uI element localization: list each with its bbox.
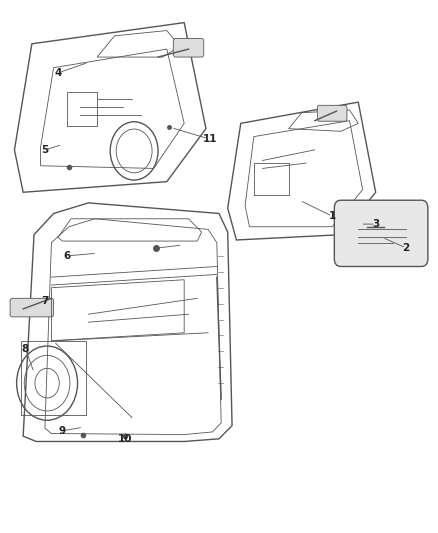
Text: 6: 6	[63, 251, 70, 261]
FancyBboxPatch shape	[173, 38, 204, 57]
Text: 11: 11	[203, 134, 218, 144]
FancyBboxPatch shape	[334, 200, 428, 266]
Text: 10: 10	[118, 434, 133, 444]
Text: 4: 4	[54, 68, 62, 78]
Text: 7: 7	[41, 296, 49, 306]
FancyBboxPatch shape	[10, 298, 53, 317]
Text: 1: 1	[328, 211, 336, 221]
Text: 2: 2	[403, 243, 410, 253]
Text: 3: 3	[372, 219, 379, 229]
Text: 8: 8	[22, 344, 29, 354]
Text: 5: 5	[41, 145, 49, 155]
Text: 9: 9	[59, 426, 66, 436]
FancyBboxPatch shape	[318, 106, 347, 121]
